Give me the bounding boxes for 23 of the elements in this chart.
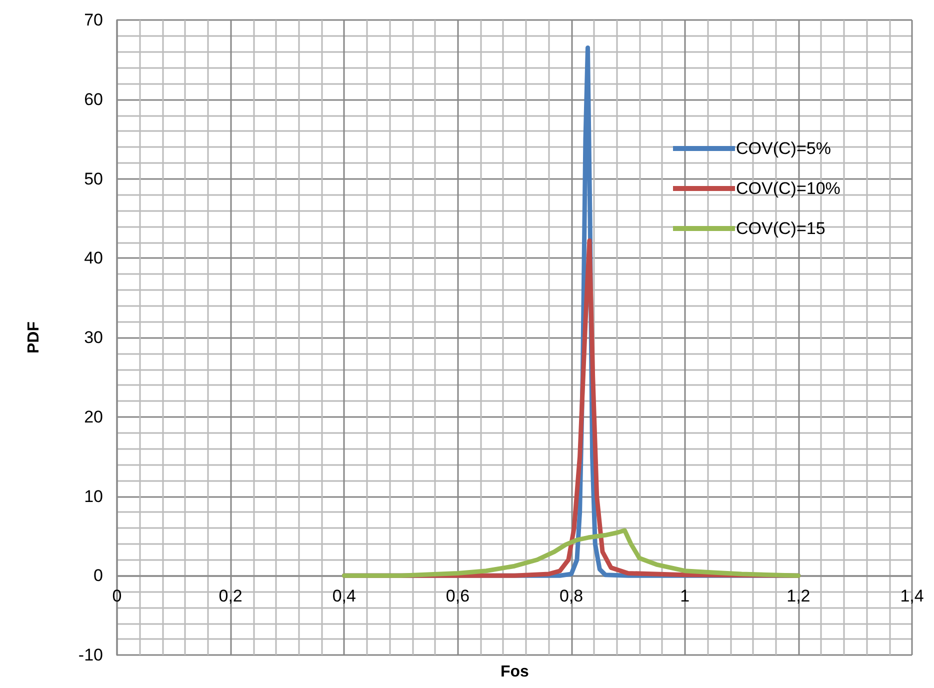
y-tick-label: -10	[78, 646, 103, 664]
x-tick-label: 0,6	[446, 586, 470, 606]
legend-label: COV(C)=5%	[736, 139, 831, 158]
y-tick-label: 40	[84, 248, 103, 268]
x-tick-label: 1,2	[786, 586, 810, 606]
x-tick-label: 1	[680, 586, 690, 606]
x-tick-label: 1,4	[900, 586, 924, 606]
x-axis-title: Fos	[500, 664, 530, 680]
y-tick-label: 0	[94, 566, 103, 586]
y-tick-label: 60	[84, 90, 103, 109]
y-tick-label: 50	[84, 169, 103, 188]
y-tick-label: 70	[84, 10, 103, 30]
x-tick-label: 0	[112, 586, 122, 606]
y-tick-label: 30	[84, 328, 103, 347]
y-tick-label: 20	[84, 407, 103, 426]
legend-label: COV(C)=15	[736, 219, 826, 238]
x-tick-label: 0,2	[218, 586, 242, 606]
line-series	[342, 528, 801, 578]
x-tick-label: 0,8	[559, 586, 584, 606]
y-axis-title: PDF	[26, 321, 42, 354]
legend-label: COV(C)=10%	[736, 179, 840, 198]
x-tick-label: 0,4	[332, 586, 356, 606]
y-tick-label: 10	[84, 486, 103, 506]
